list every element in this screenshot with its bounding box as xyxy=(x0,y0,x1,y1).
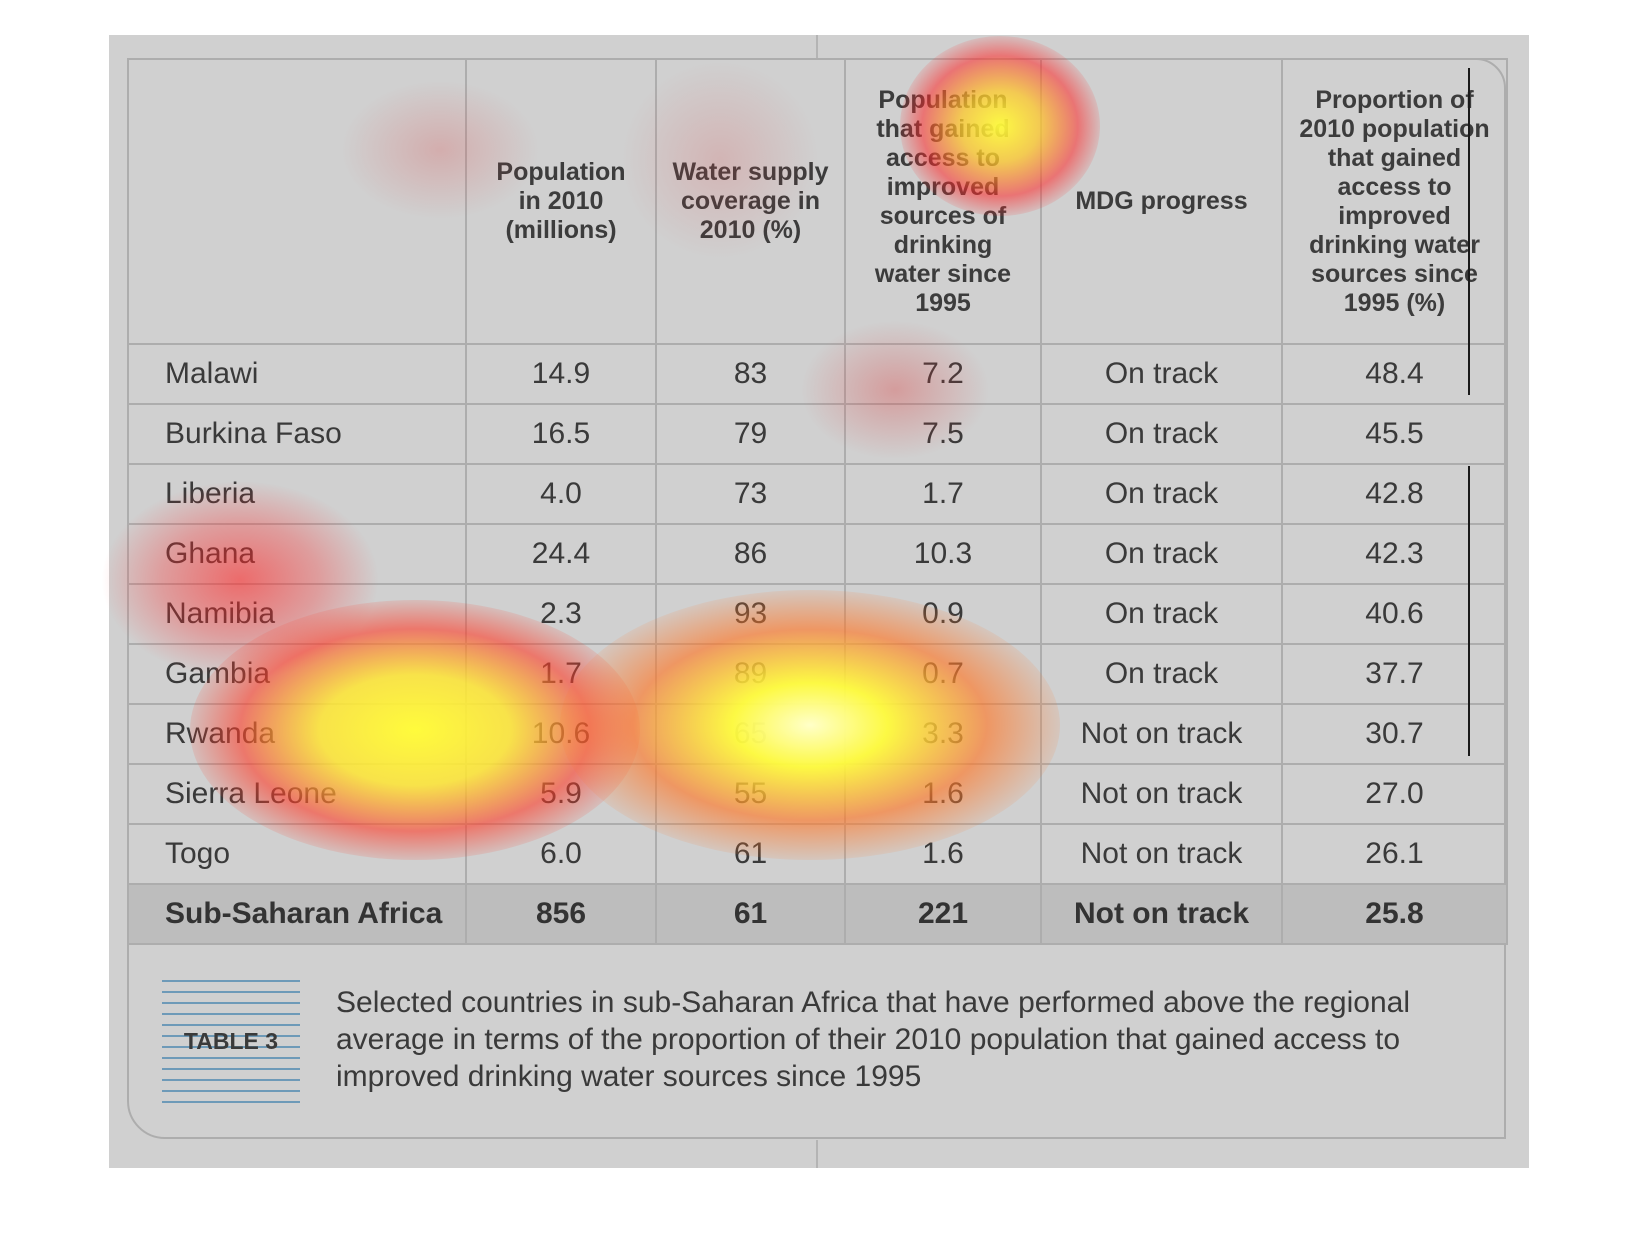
cell-country: Rwanda xyxy=(127,703,467,765)
cell-proportion: 48.4 xyxy=(1281,343,1508,405)
cell-gained: 7.2 xyxy=(844,343,1042,405)
header-proportion: Proportion of 2010 population that gaine… xyxy=(1281,58,1508,345)
cell-gained: 3.3 xyxy=(844,703,1042,765)
table-row: Gambia 1.7 89 0.7 On track 37.7 xyxy=(127,643,1508,705)
table-label-lines xyxy=(162,980,300,1104)
cell-mdg: Not on track xyxy=(1040,763,1283,825)
cell-proportion: 37.7 xyxy=(1281,643,1508,705)
annotation-line-2 xyxy=(1468,466,1470,756)
cell-country: Togo xyxy=(127,823,467,885)
cell-country: Gambia xyxy=(127,643,467,705)
label-stripe xyxy=(162,1013,300,1015)
label-stripe xyxy=(162,1024,300,1026)
cell-proportion: 42.3 xyxy=(1281,523,1508,585)
header-mdg: MDG progress xyxy=(1040,58,1283,345)
cell-mdg: Not on track xyxy=(1040,703,1283,765)
table-row: Burkina Faso 16.5 79 7.5 On track 45.5 xyxy=(127,403,1508,465)
data-table: Population in 2010 (millions) Water supp… xyxy=(127,58,1508,945)
header-population: Population in 2010 (millions) xyxy=(465,58,657,345)
cell-proportion: 26.1 xyxy=(1281,823,1508,885)
label-stripe xyxy=(162,1002,300,1004)
cell-population: 14.9 xyxy=(465,343,657,405)
table-row: Rwanda 10.6 65 3.3 Not on track 30.7 xyxy=(127,703,1508,765)
cell-country: Sub-Saharan Africa xyxy=(127,883,467,945)
cell-gained: 10.3 xyxy=(844,523,1042,585)
table-row: Togo 6.0 61 1.6 Not on track 26.1 xyxy=(127,823,1508,885)
cell-gained: 221 xyxy=(844,883,1042,945)
cell-proportion: 30.7 xyxy=(1281,703,1508,765)
cell-proportion: 27.0 xyxy=(1281,763,1508,825)
cell-population: 24.4 xyxy=(465,523,657,585)
cell-proportion: 42.8 xyxy=(1281,463,1508,525)
table-row: Liberia 4.0 73 1.7 On track 42.8 xyxy=(127,463,1508,525)
cell-population: 856 xyxy=(465,883,657,945)
fold-crease-top xyxy=(816,35,818,59)
label-stripe xyxy=(162,1068,300,1070)
cell-mdg: On track xyxy=(1040,643,1283,705)
cell-population: 4.0 xyxy=(465,463,657,525)
cell-coverage: 79 xyxy=(655,403,846,465)
cell-gained: 0.7 xyxy=(844,643,1042,705)
cell-country: Burkina Faso xyxy=(127,403,467,465)
annotation-line-1 xyxy=(1468,68,1470,395)
cell-mdg: Not on track xyxy=(1040,883,1283,945)
cell-mdg: On track xyxy=(1040,463,1283,525)
cell-country: Ghana xyxy=(127,523,467,585)
cell-mdg: Not on track xyxy=(1040,823,1283,885)
cell-coverage: 73 xyxy=(655,463,846,525)
label-stripe xyxy=(162,1079,300,1081)
cell-coverage: 86 xyxy=(655,523,846,585)
table-row: Ghana 24.4 86 10.3 On track 42.3 xyxy=(127,523,1508,585)
cell-country: Namibia xyxy=(127,583,467,645)
label-stripe xyxy=(162,980,300,982)
cell-country: Malawi xyxy=(127,343,467,405)
cell-mdg: On track xyxy=(1040,403,1283,465)
cell-country: Sierra Leone xyxy=(127,763,467,825)
cell-coverage: 65 xyxy=(655,703,846,765)
label-stripe xyxy=(162,991,300,993)
cell-coverage: 61 xyxy=(655,883,846,945)
label-stripe xyxy=(162,1090,300,1092)
table-caption: Selected countries in sub-Saharan Africa… xyxy=(336,986,1410,1093)
cell-coverage: 89 xyxy=(655,643,846,705)
label-stripe xyxy=(162,1035,300,1037)
cell-mdg: On track xyxy=(1040,583,1283,645)
cell-coverage: 93 xyxy=(655,583,846,645)
cell-population: 1.7 xyxy=(465,643,657,705)
label-stripe xyxy=(162,1101,300,1103)
cell-gained: 1.7 xyxy=(844,463,1042,525)
cell-coverage: 55 xyxy=(655,763,846,825)
label-stripe xyxy=(162,1046,300,1048)
cell-proportion: 40.6 xyxy=(1281,583,1508,645)
cell-coverage: 61 xyxy=(655,823,846,885)
label-stripe xyxy=(162,1057,300,1059)
cell-population: 16.5 xyxy=(465,403,657,465)
cell-mdg: On track xyxy=(1040,343,1283,405)
cell-proportion: 25.8 xyxy=(1281,883,1508,945)
cell-coverage: 83 xyxy=(655,343,846,405)
cell-mdg: On track xyxy=(1040,523,1283,585)
cell-gained: 1.6 xyxy=(844,763,1042,825)
cell-gained: 0.9 xyxy=(844,583,1042,645)
cell-population: 10.6 xyxy=(465,703,657,765)
cell-population: 2.3 xyxy=(465,583,657,645)
header-coverage: Water supply coverage in 2010 (%) xyxy=(655,58,846,345)
table-label: TABLE 3 xyxy=(183,1028,279,1054)
cell-population: 5.9 xyxy=(465,763,657,825)
table-row: Namibia 2.3 93 0.9 On track 40.6 xyxy=(127,583,1508,645)
header-gained: Population that gained access to improve… xyxy=(844,58,1042,345)
header-row: Population in 2010 (millions) Water supp… xyxy=(127,58,1508,345)
table-row: Sierra Leone 5.9 55 1.6 Not on track 27.0 xyxy=(127,763,1508,825)
table-row-total: Sub-Saharan Africa 856 61 221 Not on track 25… xyxy=(127,883,1508,945)
header-country xyxy=(127,58,467,345)
cell-gained: 7.5 xyxy=(844,403,1042,465)
fold-crease-bottom xyxy=(816,1140,818,1168)
table-row: Malawi 14.9 83 7.2 On track 48.4 xyxy=(127,343,1508,405)
table-label-box: TABLE 3 xyxy=(162,980,300,1104)
cell-gained: 1.6 xyxy=(844,823,1042,885)
cell-country: Liberia xyxy=(127,463,467,525)
cell-proportion: 45.5 xyxy=(1281,403,1508,465)
cell-population: 6.0 xyxy=(465,823,657,885)
